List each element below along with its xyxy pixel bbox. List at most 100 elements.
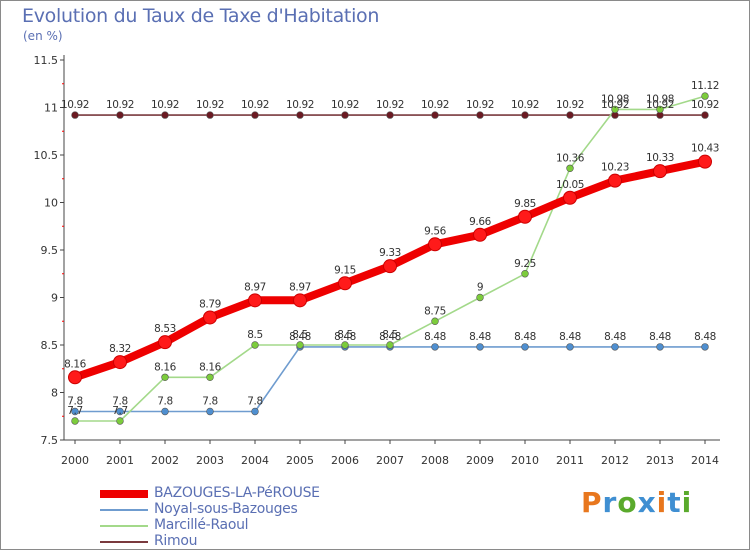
data-point-noyal	[71, 407, 79, 416]
data-label-noyal: 8.48	[559, 331, 581, 343]
y-tick-label: 7.5	[41, 434, 59, 447]
legend-label: Rimou	[154, 533, 198, 549]
data-point-marcille	[206, 373, 214, 381]
data-label-bazouges: 9.85	[514, 198, 536, 210]
chart-title: Evolution du Taux de Taxe d'Habitation	[22, 5, 380, 27]
y-tick-label: 9	[51, 292, 58, 305]
data-point-marcille	[611, 105, 619, 114]
data-point-rimou	[521, 111, 529, 119]
data-label-noyal: 8.48	[289, 331, 311, 343]
data-point-rimou	[296, 111, 304, 119]
data-label-noyal: 8.48	[649, 331, 671, 343]
data-label-marcille: 8.5	[292, 329, 308, 341]
data-point-bazouges	[248, 293, 262, 308]
data-label-bazouges: 8.32	[109, 343, 131, 355]
y-tick-label: 10	[44, 197, 58, 210]
data-point-marcille	[386, 341, 394, 349]
data-point-bazouges	[698, 154, 712, 169]
data-label-noyal: 8.48	[469, 331, 491, 343]
data-point-marcille	[116, 417, 124, 425]
data-point-marcille	[521, 270, 529, 278]
data-label-bazouges: 10.23	[601, 162, 629, 174]
data-point-rimou	[341, 111, 349, 119]
data-label-marcille: 8.5	[247, 329, 263, 341]
data-label-bazouges: 10.43	[691, 143, 719, 155]
data-point-noyal	[251, 407, 259, 416]
x-tick-label: 2000	[61, 454, 89, 467]
data-label-marcille: 7.7	[112, 405, 128, 417]
y-tick-label: 8.5	[41, 339, 59, 352]
x-tick-label: 2009	[466, 454, 494, 467]
data-point-bazouges	[428, 237, 442, 252]
data-label-marcille: 9.25	[514, 258, 536, 270]
data-label-marcille: 7.7	[67, 405, 83, 417]
series-points	[68, 92, 712, 425]
y-tick-label: 9.5	[41, 244, 59, 257]
data-label-rimou: 10.92	[646, 99, 674, 111]
data-point-bazouges	[338, 276, 352, 291]
data-label-noyal: 8.48	[514, 331, 536, 343]
data-label-marcille: 10.98	[601, 93, 629, 105]
data-point-rimou	[386, 111, 394, 119]
axes: 7.5 8 8.5 9 9.5 10 10.5 11 11.5 2000 2001 2002 2003 2…	[34, 54, 720, 467]
data-point-bazouges	[68, 370, 82, 385]
data-point-bazouges	[563, 190, 577, 205]
data-point-bazouges	[113, 355, 127, 370]
data-label-marcille: 9	[477, 282, 483, 294]
data-label-rimou: 10.92	[151, 99, 179, 111]
x-tick-label: 2010	[511, 454, 539, 467]
x-tick-label: 2004	[241, 454, 269, 467]
line-chart: 7.5 8 8.5 9 9.5 10 10.5 11 11.5 2000 2001 2002 2003 2…	[34, 54, 720, 467]
data-label-noyal: 8.48	[604, 331, 626, 343]
x-tick-label: 2013	[646, 454, 674, 467]
data-point-bazouges	[518, 209, 532, 224]
data-label-marcille: 11.12	[691, 80, 719, 92]
data-point-rimou	[251, 111, 259, 119]
data-point-marcille	[431, 317, 439, 325]
data-label-noyal: 7.8	[247, 396, 263, 408]
x-tick-label: 2011	[556, 454, 584, 467]
data-point-marcille	[161, 373, 169, 381]
data-point-noyal	[476, 343, 484, 351]
legend-swatch	[100, 509, 148, 511]
data-label-rimou: 10.92	[691, 99, 719, 111]
data-label-bazouges: 10.05	[556, 179, 584, 191]
x-tick-label: 2008	[421, 454, 449, 467]
data-point-bazouges	[473, 227, 487, 242]
data-label-bazouges: 8.97	[289, 281, 311, 293]
data-label-noyal: 8.48	[379, 331, 401, 343]
x-tick-label: 2005	[286, 454, 314, 467]
data-point-rimou	[431, 111, 439, 119]
data-point-noyal	[656, 343, 664, 351]
data-label-rimou: 10.92	[421, 99, 449, 111]
data-label-bazouges: 9.56	[424, 225, 446, 237]
data-label-noyal: 7.8	[112, 396, 128, 408]
data-label-rimou: 10.92	[466, 99, 494, 111]
x-tick-label: 2014	[691, 454, 719, 467]
data-label-marcille: 8.16	[154, 361, 176, 373]
data-label-rimou: 10.92	[331, 99, 359, 111]
data-label-bazouges: 10.33	[646, 152, 674, 164]
data-label-marcille: 8.16	[199, 361, 221, 373]
data-label-marcille: 10.36	[556, 152, 585, 164]
data-point-noyal	[206, 407, 214, 416]
legend-label: Marcillé-Raoul	[154, 517, 249, 533]
legend-swatch	[100, 490, 148, 498]
y-tick-label: 11	[44, 102, 58, 115]
data-point-bazouges	[383, 259, 397, 274]
data-label-bazouges: 9.15	[334, 264, 356, 276]
data-label-noyal: 8.48	[424, 331, 446, 343]
data-point-noyal	[161, 407, 169, 416]
data-label-marcille: 8.5	[337, 329, 353, 341]
data-label-marcille: 10.98	[646, 93, 674, 105]
x-tick-label: 2003	[196, 454, 224, 467]
brand-letter: P	[581, 486, 603, 519]
data-point-noyal	[701, 343, 709, 351]
data-point-bazouges	[608, 173, 622, 188]
data-label-rimou: 10.92	[196, 99, 224, 111]
data-point-rimou	[566, 111, 574, 119]
series-labels: 10.92 10.92 10.92 10.92 10.92 10.92 10.92 10.92…	[61, 80, 719, 417]
data-label-bazouges: 9.66	[469, 216, 491, 228]
x-tick-label: 2001	[106, 454, 134, 467]
data-point-marcille	[341, 341, 349, 349]
